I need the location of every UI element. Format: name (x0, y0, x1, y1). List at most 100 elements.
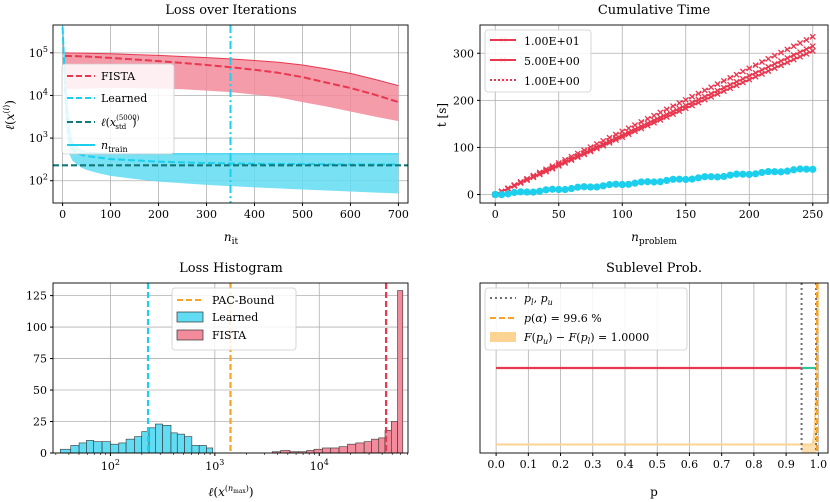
series-marker-2 (650, 119, 658, 126)
x-tick-label: 103 (205, 458, 224, 473)
series-marker-2 (619, 134, 626, 141)
learned-bar (134, 436, 143, 454)
x-tick-label: 300 (196, 208, 217, 221)
learned-marker (548, 185, 556, 193)
learned-bar (93, 441, 103, 454)
series-marker-3 (542, 166, 550, 173)
series-marker-3 (809, 33, 816, 40)
series-marker-3 (689, 93, 696, 100)
y-tick-label: 104 (29, 87, 48, 102)
learned-marker (783, 167, 791, 175)
learned-marker (517, 188, 525, 196)
learned-marker (694, 174, 703, 182)
series-marker-2 (638, 125, 645, 132)
series-marker-3 (523, 175, 531, 182)
learned-marker (663, 176, 671, 185)
series-marker-2 (669, 111, 677, 118)
fista-bar (313, 448, 323, 454)
learned-marker (675, 175, 684, 183)
x-tick-label: 100 (100, 208, 121, 221)
x-tick-label: 0 (59, 208, 66, 221)
series-marker-3 (549, 163, 556, 170)
y-tick-label: 25 (33, 416, 47, 429)
series-marker-2 (676, 108, 683, 115)
fista-bar (355, 442, 365, 454)
legend: pl, pu p(α) = 99.6 % F(pu) − F(pl) = 1.0… (484, 287, 688, 351)
probability-fill (801, 402, 817, 453)
y-tick-label: 100 (453, 141, 474, 154)
y-axis-label: ℓ(x(i)) (2, 100, 17, 130)
series-marker-2 (593, 145, 600, 152)
learned-marker (497, 191, 506, 199)
legend-box (484, 287, 688, 351)
series-marker-3 (739, 68, 746, 75)
series-marker-3 (790, 43, 797, 50)
learned-marker (586, 183, 595, 191)
learned-marker (523, 188, 531, 196)
x-axis-label: nit (224, 230, 239, 247)
panel-title-loss-histogram: Loss Histogram (179, 261, 283, 276)
series-marker-3 (803, 36, 810, 43)
learned-marker (624, 180, 633, 188)
learned-marker (682, 175, 690, 184)
fista-bar (330, 447, 340, 454)
legend: PAC-Bound Learned FISTA (171, 287, 297, 351)
x-tick-label: 150 (675, 208, 696, 221)
series-marker-2 (542, 168, 550, 175)
learned-bar (191, 445, 200, 454)
x-tick-label: 100 (612, 208, 633, 221)
learned-bar (125, 438, 135, 454)
series-marker-2 (765, 67, 772, 75)
series-marker-3 (714, 81, 721, 88)
series-marker-2 (739, 79, 746, 86)
learned-marker (656, 178, 664, 186)
y-tick-label: 200 (453, 94, 474, 107)
learned-marker (701, 173, 709, 181)
y-tick-label: 50 (33, 384, 47, 397)
learned-marker (561, 185, 569, 194)
learned-bar (78, 442, 87, 454)
series-marker-1 (803, 46, 810, 53)
series-marker-3 (758, 58, 766, 66)
axes-frame (479, 282, 829, 454)
fista-bar (390, 421, 398, 454)
learned-marker (529, 188, 537, 196)
series-marker-2 (733, 82, 740, 89)
x-tick-label: 0.5 (648, 458, 666, 471)
x-tick-label: 250 (802, 208, 823, 221)
learned-marker (644, 178, 652, 186)
series-marker-3 (593, 140, 600, 148)
series-marker-3 (746, 65, 753, 72)
panel-title-sublevel-prob: Sublevel Prob. (606, 261, 702, 276)
series-marker-2 (777, 62, 785, 69)
legend-label-interval: F(pu) − F(pl) = 1.0000 (523, 331, 649, 346)
learned-marker (555, 185, 563, 194)
series-marker-1 (796, 49, 804, 56)
learned-marker (802, 165, 811, 173)
axes-frame (52, 24, 409, 204)
learned-marker (491, 190, 499, 199)
learned-bar (184, 436, 193, 454)
y-tick-label: 300 (453, 47, 474, 60)
legend-label-series-1: 1.00E+01 (524, 35, 580, 48)
fista-bar (347, 443, 357, 454)
x-tick-label: 0.4 (616, 458, 634, 471)
x-tick-label: 0.2 (552, 458, 570, 471)
learned-marker (669, 175, 677, 183)
series-marker-3 (727, 74, 734, 81)
panel-title-loss-over-iterations: Loss over Iterations (165, 3, 296, 18)
learned-marker (650, 178, 658, 186)
series-marker-2 (682, 105, 689, 112)
series-marker-3 (765, 55, 772, 62)
series-marker-3 (606, 134, 613, 141)
series-marker-2 (663, 113, 670, 121)
legend-label-learned: Learned (212, 311, 258, 324)
series-marker-3 (574, 150, 581, 157)
series-marker-3 (695, 90, 702, 97)
learned-marker (732, 170, 741, 178)
learned-marker (574, 183, 582, 191)
series-marker-3 (663, 106, 670, 113)
learned-marker (809, 165, 817, 173)
legend-box (61, 63, 175, 155)
